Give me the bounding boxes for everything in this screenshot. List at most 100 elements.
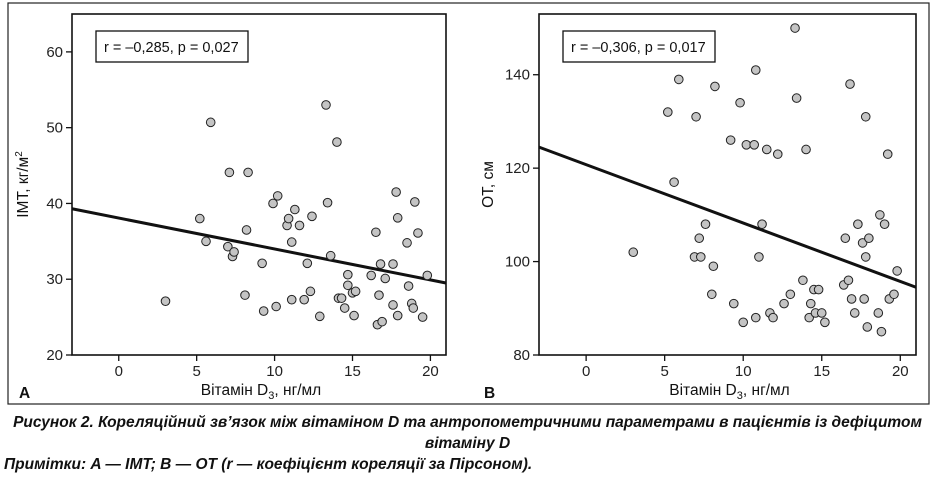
data-point	[857, 238, 868, 248]
data-point	[741, 139, 752, 150]
data-point	[339, 303, 350, 313]
data-point	[224, 167, 235, 178]
data-point	[307, 211, 317, 222]
data-point	[706, 289, 717, 300]
data-point	[862, 322, 873, 332]
data-point	[402, 238, 412, 248]
data-point	[413, 228, 423, 238]
data-point	[735, 97, 745, 108]
data-point	[286, 294, 297, 305]
x-tick-label: 20	[892, 363, 909, 380]
x-axis-label: Вітамін D3, нг/мл	[201, 382, 321, 402]
data-point	[779, 298, 789, 309]
data-point	[882, 149, 893, 159]
y-tick-label: 50	[46, 120, 63, 137]
correlation-annotation: r = –0,285, p = 0,027	[104, 40, 239, 56]
panel-label: A	[19, 385, 30, 402]
data-point	[805, 298, 816, 309]
data-point	[853, 219, 863, 230]
data-point	[864, 233, 874, 244]
data-point	[271, 301, 281, 312]
data-point	[873, 308, 884, 318]
plot-area	[71, 13, 447, 356]
data-point	[798, 275, 808, 286]
data-point	[286, 237, 297, 247]
data-point	[801, 144, 811, 155]
data-point	[302, 258, 313, 269]
data-point	[305, 286, 316, 297]
y-tick-label: 80	[513, 347, 530, 364]
data-point	[314, 311, 325, 322]
data-point	[290, 204, 300, 215]
data-point	[892, 266, 902, 276]
data-point	[738, 317, 749, 328]
y-tick-label: 30	[46, 271, 63, 288]
data-point	[728, 298, 739, 309]
data-point	[194, 213, 205, 224]
data-point	[294, 220, 305, 231]
data-point	[388, 300, 398, 310]
plot-area	[538, 13, 917, 356]
data-point	[860, 252, 871, 262]
data-point	[876, 326, 887, 337]
data-point	[813, 284, 824, 295]
regression-line	[71, 207, 447, 285]
data-point	[272, 191, 283, 201]
x-tick-label: 10	[266, 363, 283, 380]
data-point	[754, 252, 764, 262]
data-point	[846, 294, 857, 304]
data-point	[258, 306, 269, 316]
data-point	[710, 81, 720, 92]
x-tick-label: 5	[660, 363, 668, 380]
figure-frame	[7, 2, 930, 405]
data-point	[694, 233, 705, 244]
data-point	[725, 135, 736, 145]
data-point	[332, 137, 342, 147]
data-point	[343, 280, 353, 291]
data-point	[750, 312, 761, 323]
data-point	[325, 250, 336, 261]
data-point	[243, 167, 253, 178]
panel-b: 0 5 10 15 20 80 100 120 140 r = –0,306, p = 0,017…	[480, 13, 917, 402]
figure-caption: Рисунок 2. Кореляційний зв’язок між віта…	[13, 414, 922, 452]
data-point	[804, 312, 814, 323]
data-point	[790, 23, 800, 33]
x-tick-label: 15	[344, 363, 361, 380]
x-tick-label: 5	[192, 363, 200, 380]
data-point	[628, 247, 639, 258]
data-point	[403, 281, 414, 291]
data-point	[377, 316, 387, 327]
data-point	[374, 290, 384, 300]
correlation-box	[562, 30, 716, 63]
data-point	[392, 310, 403, 321]
x-tick-label: 10	[735, 363, 752, 380]
data-point	[322, 197, 333, 208]
data-point	[343, 269, 353, 280]
data-point	[785, 289, 796, 300]
y-tick-label: 20	[46, 347, 63, 364]
data-point	[223, 241, 233, 252]
x-tick-label: 20	[422, 363, 439, 380]
data-point	[845, 79, 855, 89]
data-point	[375, 259, 386, 269]
data-point	[257, 258, 267, 269]
data-point	[859, 294, 869, 304]
data-point	[417, 312, 428, 322]
data-point	[843, 275, 854, 286]
data-point	[879, 219, 890, 230]
data-point	[791, 93, 802, 103]
y-axis-label: ОТ, см	[480, 161, 497, 208]
data-point	[889, 289, 899, 300]
data-point	[160, 296, 171, 306]
data-point	[408, 303, 419, 313]
data-point	[708, 261, 719, 272]
data-point	[336, 293, 347, 303]
data-point	[410, 197, 420, 207]
data-point	[757, 219, 767, 230]
data-point	[299, 294, 309, 305]
data-point	[875, 210, 885, 220]
data-point	[849, 308, 860, 318]
data-point	[268, 198, 278, 209]
y-tick-label: 140	[505, 67, 530, 84]
data-point	[816, 308, 827, 318]
